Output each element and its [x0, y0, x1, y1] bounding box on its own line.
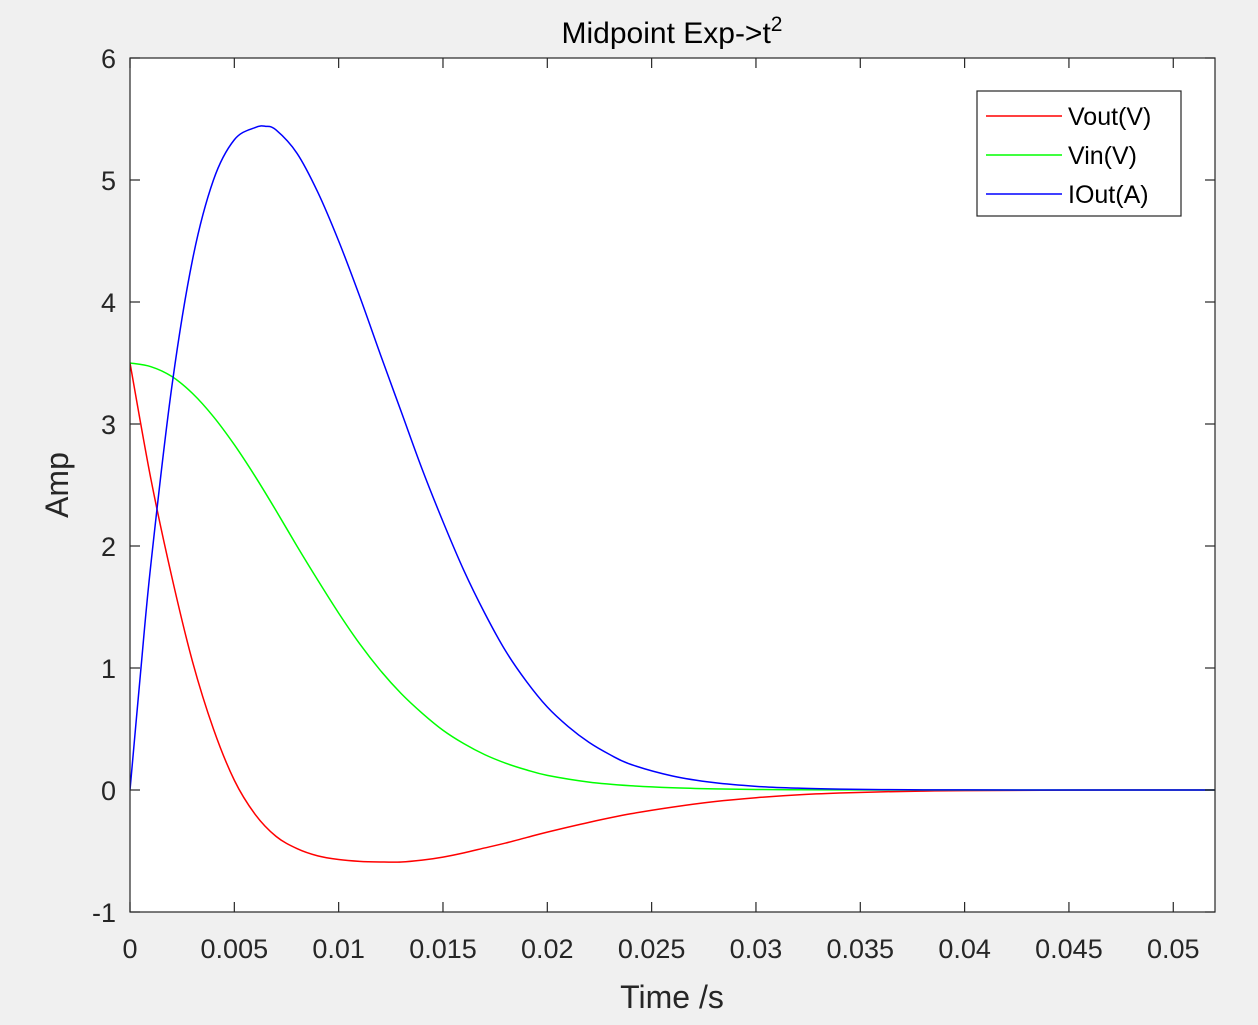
x-tick-label: 0.005: [201, 934, 269, 964]
x-tick-label: 0.04: [938, 934, 991, 964]
x-tick-label: 0.015: [409, 934, 477, 964]
y-tick-label: 1: [101, 654, 116, 684]
x-tick-label: 0.01: [312, 934, 365, 964]
legend-label-iout: IOut(A): [1068, 181, 1149, 209]
series-line-iout-a: [130, 125, 1215, 791]
y-axis-label: Amp: [39, 452, 75, 518]
legend: Vout(V) Vin(V) IOut(A): [976, 90, 1182, 217]
x-tick-label: 0.025: [618, 934, 686, 964]
y-tick-label: 5: [101, 166, 116, 196]
y-tick-label: 3: [101, 410, 116, 440]
y-tick-label: 4: [101, 288, 116, 318]
chart-title-main: Midpoint Exp->t: [562, 17, 772, 50]
x-tick-label: 0.035: [826, 934, 894, 964]
legend-box: [976, 90, 1182, 217]
chart-title: Midpoint Exp->t2: [562, 13, 783, 50]
x-axis-label: Time /s: [620, 979, 724, 1015]
y-tick-label: 0: [101, 776, 116, 806]
x-tick-label: 0.02: [521, 934, 574, 964]
series-layer: [130, 125, 1215, 863]
legend-label-vout: Vout(V): [1068, 103, 1151, 131]
chart-title-superscript: 2: [771, 13, 783, 36]
series-line-vout-v: [130, 362, 1215, 863]
y-tick-label: -1: [92, 898, 116, 928]
series-line-vin-v: [130, 362, 1215, 791]
x-tick-label: 0.03: [730, 934, 783, 964]
y-tick-label: 2: [101, 532, 116, 562]
y-tick-label: 6: [101, 44, 116, 74]
axes-box: [129, 57, 1216, 913]
x-tick-label: 0.05: [1147, 934, 1200, 964]
legend-label-vin: Vin(V): [1068, 142, 1137, 170]
x-tick-label: 0.045: [1035, 934, 1103, 964]
x-tick-label: 0: [122, 934, 137, 964]
tick-layer: 0 0.005 0.01 0.015 0.02 0.025 0.03 0.035 0.04 0.0…: [92, 44, 1215, 964]
